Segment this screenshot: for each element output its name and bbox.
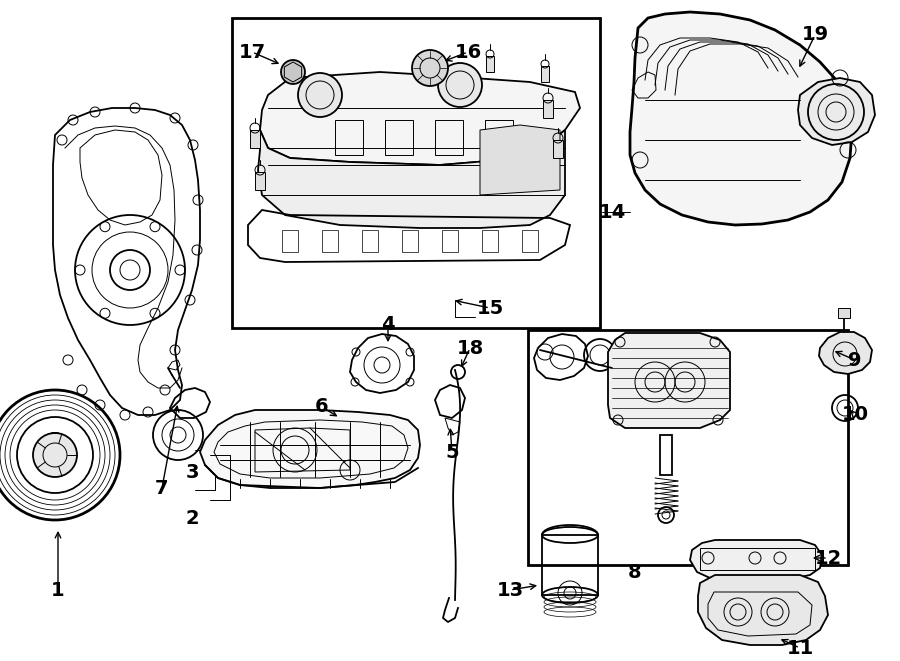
Bar — [542, 535, 598, 595]
Text: 1: 1 — [51, 580, 65, 600]
Bar — [486, 56, 494, 72]
Bar — [402, 230, 418, 252]
Bar — [700, 548, 815, 570]
Polygon shape — [819, 332, 872, 374]
Text: 3: 3 — [185, 463, 199, 483]
Text: 4: 4 — [382, 315, 395, 334]
Bar — [553, 140, 563, 158]
Bar — [362, 230, 378, 252]
Circle shape — [33, 433, 77, 477]
Polygon shape — [690, 540, 822, 578]
Circle shape — [281, 60, 305, 84]
Polygon shape — [200, 410, 420, 488]
Text: 19: 19 — [801, 26, 829, 44]
Text: 13: 13 — [497, 580, 524, 600]
Polygon shape — [480, 125, 560, 195]
Text: 12: 12 — [814, 549, 842, 568]
Bar — [250, 130, 260, 148]
Bar — [838, 308, 850, 318]
Bar — [660, 435, 672, 475]
Bar — [482, 230, 498, 252]
Circle shape — [412, 50, 448, 86]
Text: 7: 7 — [155, 479, 169, 498]
Text: 11: 11 — [787, 639, 814, 658]
Bar — [232, 18, 600, 328]
Polygon shape — [630, 12, 852, 225]
Bar — [485, 120, 513, 155]
Bar — [522, 230, 538, 252]
Bar — [255, 172, 265, 190]
Circle shape — [298, 73, 342, 117]
Text: 17: 17 — [238, 42, 266, 61]
Bar — [335, 120, 363, 155]
Text: 2: 2 — [185, 508, 199, 527]
Polygon shape — [798, 78, 875, 145]
Text: 5: 5 — [446, 442, 459, 461]
Text: 10: 10 — [842, 405, 868, 424]
Bar — [442, 230, 458, 252]
Circle shape — [438, 63, 482, 107]
Polygon shape — [258, 130, 565, 228]
Polygon shape — [260, 72, 580, 165]
Bar — [385, 120, 413, 155]
Bar — [528, 330, 848, 565]
Text: 9: 9 — [848, 350, 862, 369]
Text: 15: 15 — [476, 299, 504, 317]
Text: 14: 14 — [598, 202, 625, 221]
Text: 16: 16 — [454, 42, 482, 61]
Bar — [322, 230, 338, 252]
Text: 18: 18 — [456, 338, 483, 358]
Polygon shape — [608, 333, 730, 428]
Bar — [541, 66, 549, 82]
Bar — [282, 230, 298, 252]
Text: 6: 6 — [315, 397, 328, 416]
Polygon shape — [698, 575, 828, 645]
Bar — [543, 100, 553, 118]
Bar — [435, 120, 463, 155]
Text: 8: 8 — [628, 563, 642, 582]
